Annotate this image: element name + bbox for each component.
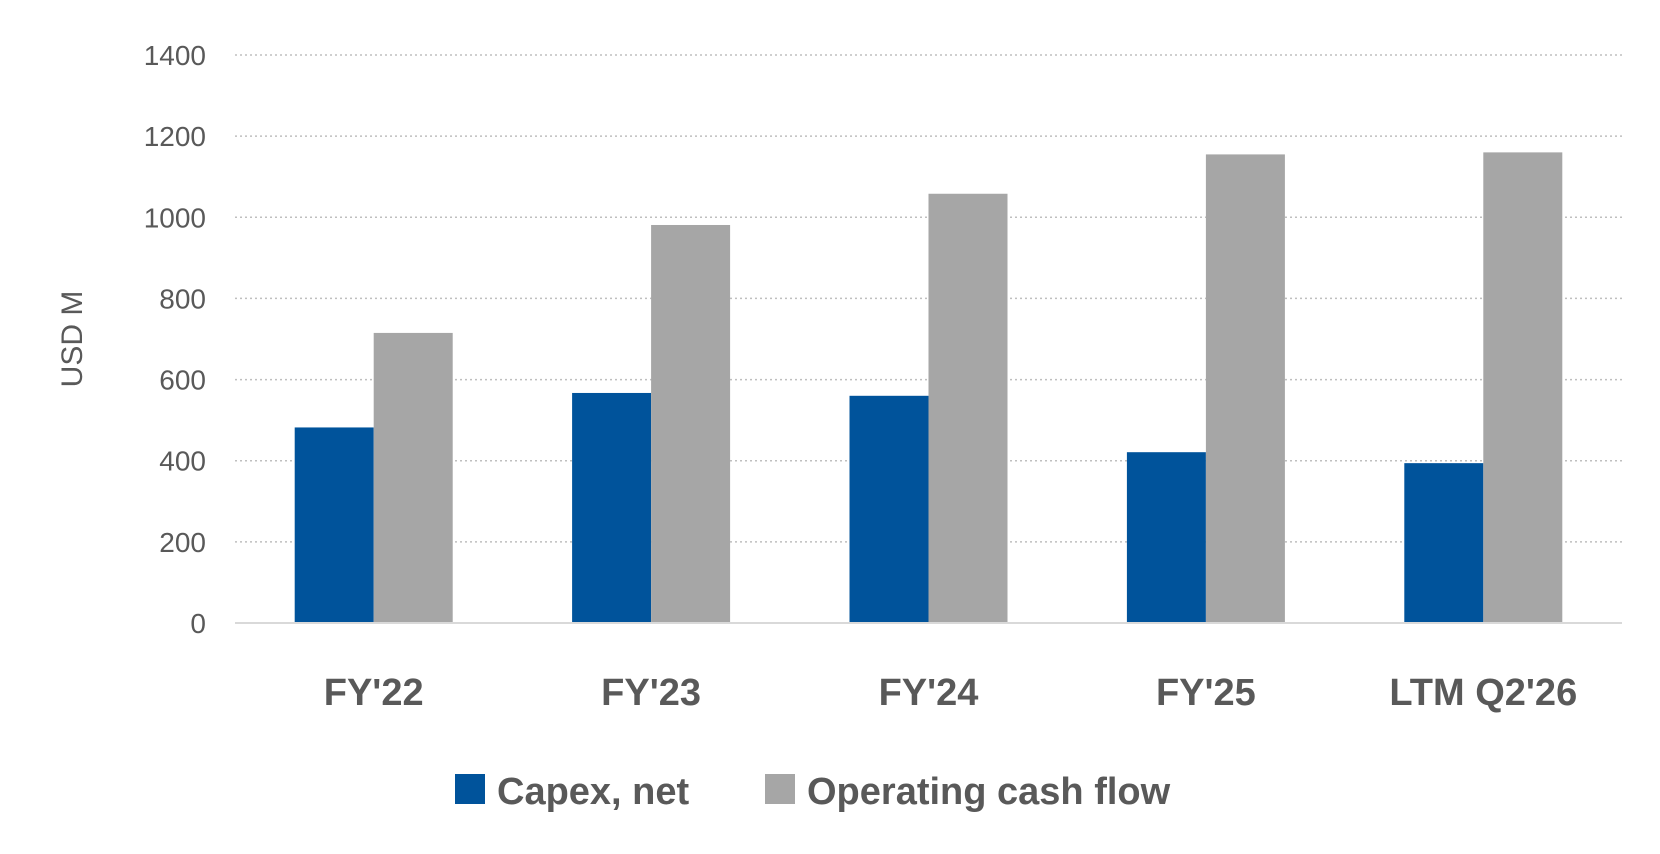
bar-operating-cash-flow — [928, 193, 1008, 624]
bar-capex — [849, 395, 929, 623]
bar-capex — [1126, 452, 1206, 623]
y-tick-label: 400 — [159, 446, 206, 477]
bar-capex — [294, 427, 374, 623]
bar-capex — [572, 392, 652, 623]
legend-label: Capex, net — [497, 771, 690, 813]
legend-swatch — [455, 774, 485, 804]
bar-capex — [1404, 463, 1484, 623]
legend-swatch — [765, 774, 795, 804]
x-category-label: FY'22 — [324, 672, 424, 714]
x-category-label: FY'25 — [1156, 672, 1256, 714]
bar-operating-cash-flow — [373, 332, 453, 623]
legend-label: Operating cash flow — [807, 771, 1171, 813]
y-tick-label: 1400 — [144, 40, 206, 71]
bar-operating-cash-flow — [1483, 152, 1563, 623]
y-axis-title: USD M — [56, 291, 89, 388]
y-tick-label: 200 — [159, 527, 206, 558]
y-tick-label: 0 — [190, 608, 206, 639]
x-category-label: LTM Q2'26 — [1389, 672, 1577, 714]
x-category-label: FY'23 — [601, 672, 701, 714]
y-tick-label: 1000 — [144, 202, 206, 233]
x-category-label: FY'24 — [879, 672, 979, 714]
y-tick-label: 1200 — [144, 121, 206, 152]
gridlines — [235, 54, 1622, 543]
legend: Capex, net Operating cash flow — [455, 771, 1171, 813]
y-tick-label: 800 — [159, 283, 206, 314]
y-axis-ticks: 0 200 400 600 800 1000 1200 1400 — [144, 40, 206, 639]
bars — [294, 152, 1563, 624]
x-axis-categories: FY'22 FY'23 FY'24 FY'25 LTM Q2'26 — [324, 672, 1577, 714]
y-tick-label: 600 — [159, 365, 206, 396]
bar-operating-cash-flow — [651, 224, 731, 623]
bar-operating-cash-flow — [1205, 154, 1285, 623]
